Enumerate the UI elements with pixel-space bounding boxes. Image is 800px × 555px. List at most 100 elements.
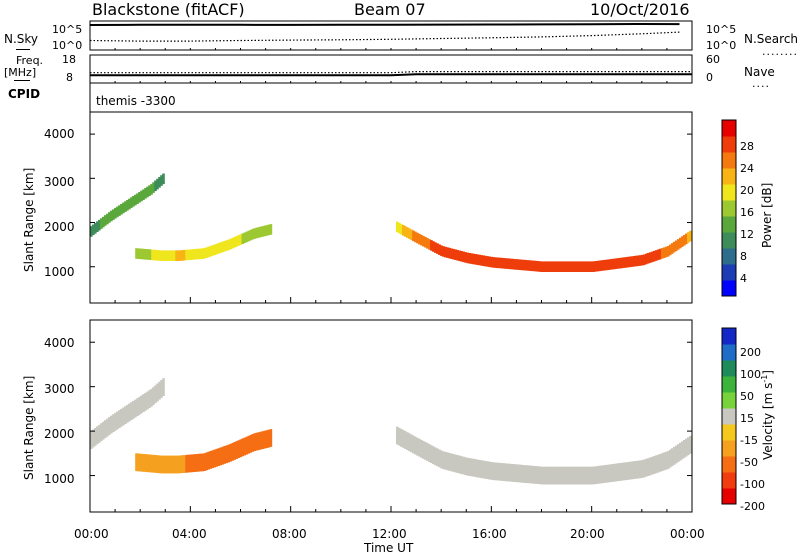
power-cell-band_C (648, 252, 652, 263)
power-cell-band_B (229, 238, 233, 250)
velocity-cell-band_C (508, 463, 511, 482)
velocity-cell-band_C (468, 458, 471, 476)
velocity-cell-band_B (201, 453, 204, 472)
velocity-cell-band_B (209, 451, 212, 469)
velocity-cell-band_C (672, 447, 676, 465)
power-cell-band_B (193, 249, 196, 260)
vel-cb-tick-m50: -50 (740, 456, 758, 469)
power-cell-band_C (404, 226, 407, 237)
power-cell-band_B (237, 235, 241, 246)
power-cell-band_C (632, 256, 636, 267)
power-cell-band_B (235, 236, 239, 247)
velocity-cell-band_B (263, 430, 267, 449)
power-cell-band_B (263, 225, 267, 237)
velocity-cell-band_B (167, 455, 170, 474)
velocity-cell-band_B (251, 434, 255, 452)
power-cell-band_B (139, 248, 142, 260)
power-cell-band_B (187, 249, 190, 261)
power-cell-band_C (534, 260, 538, 272)
velocity-cell-band_A (128, 403, 131, 422)
power-ytick-2000: 2000 (44, 220, 75, 234)
power-cell-band_C (474, 254, 477, 265)
power-cell-band_C (492, 257, 495, 268)
velocity-cell-band_C (642, 459, 646, 478)
power-cell-band_C (616, 258, 620, 269)
velocity-cell-band_C (532, 465, 536, 484)
vel-cb-tick-200: 200 (740, 346, 761, 359)
velocity-cell-band_C (474, 459, 477, 477)
power-cell-band_C (668, 244, 672, 256)
velocity-cell-band_C (562, 466, 566, 485)
power-cell-band_A (106, 213, 109, 225)
velocity-cell-band_C (436, 448, 439, 467)
power-cell-band_C (608, 259, 612, 270)
power-cell-band_C (514, 259, 517, 270)
velocity-cell-band_B (147, 454, 150, 473)
velocity-cell-band_C (572, 466, 576, 485)
power-cell-band_C (484, 255, 487, 267)
power-cell-band_B (189, 249, 192, 260)
velocity-cell-band_B (163, 455, 166, 474)
power-cell-band_C (618, 257, 622, 269)
velocity-cell-band_C (402, 430, 405, 448)
velocity-cell-band_C (490, 462, 493, 480)
power-cell-band_C (560, 261, 564, 272)
velocity-cell-band_C (542, 466, 546, 485)
vel-ytick-2000: 2000 (44, 427, 75, 441)
nsky-label: N.Sky (4, 32, 39, 46)
velocity-cell-band_C (687, 437, 690, 456)
power-cell-band_B (185, 249, 188, 261)
velocity-cell-band_B (173, 455, 176, 474)
velocity-cell-band_A (94, 428, 97, 446)
velocity-cell-band_B (237, 440, 241, 458)
power-colorbar-segment (722, 264, 736, 281)
power-cell-band_C (524, 259, 527, 271)
power-cell-band_C (544, 261, 548, 272)
power-cell-band_C (510, 258, 513, 270)
cpid-label: CPID (8, 87, 41, 101)
power-cell-band_C (664, 246, 668, 258)
velocity-cell-band_C (480, 460, 483, 479)
velocity-cell-band_B (221, 446, 224, 465)
power-cell-band_B (253, 228, 257, 239)
power-cell-band_C (396, 221, 399, 233)
power-cell-band_C (634, 255, 638, 267)
velocity-cell-band_C (484, 461, 487, 479)
velocity-cell-band_B (135, 453, 138, 472)
velocity-cell-band_C (514, 464, 517, 483)
power-cell-band_C (580, 261, 584, 272)
power-cell-band_C (408, 228, 411, 239)
velocity-cell-band_B (255, 432, 259, 451)
velocity-cell-band_C (472, 458, 475, 477)
power-cell-band_B (219, 242, 222, 253)
velocity-cell-band_C (500, 463, 503, 481)
power-cell-band_C (424, 236, 427, 248)
power-cell-band_B (227, 239, 231, 251)
power-cell-band_B (231, 237, 235, 249)
power-cell-band_C (672, 241, 676, 253)
power-cell-band_B (267, 224, 271, 236)
power-cell-band_C (572, 261, 576, 272)
power-cell-band_A (126, 200, 129, 211)
velocity-cell-band_B (141, 453, 144, 472)
velocity-cell-band_C (608, 464, 612, 483)
vel-ytick-4000: 4000 (44, 336, 75, 350)
power-cell-band_B (177, 250, 180, 261)
power-cell-band_C (526, 260, 529, 271)
velocity-cell-band_C (470, 458, 473, 477)
power-cell-band_C (496, 257, 499, 269)
velocity-cell-band_C (648, 457, 652, 476)
power-cell-band_A (114, 207, 117, 219)
velocity-cell-band_C (681, 441, 684, 460)
power-cell-band_B (191, 249, 194, 260)
velocity-cell-band_C (618, 463, 622, 481)
velocity-cell-band_C (588, 466, 592, 485)
velocity-cell-band_B (211, 450, 214, 469)
velocity-cell-band_C (418, 438, 421, 457)
velocity-cell-band_C (628, 461, 632, 480)
velocity-cell-band_C (456, 455, 459, 473)
velocity-cell-band_A (110, 415, 113, 434)
velocity-cell-band_C (420, 439, 423, 458)
velocity-cell-band_C (576, 466, 580, 485)
velocity-cell-band_C (556, 466, 560, 485)
